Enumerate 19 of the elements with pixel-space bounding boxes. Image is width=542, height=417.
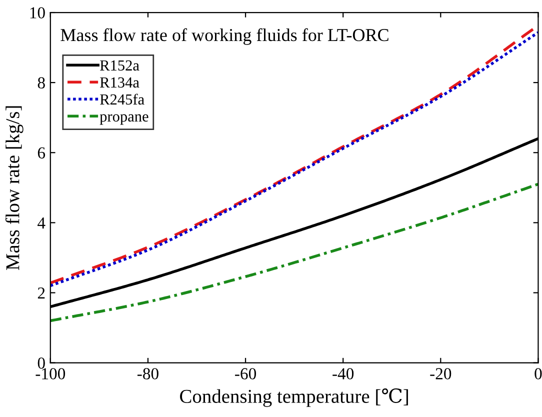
x-tick-label: -100 (36, 368, 66, 380)
legend-label: propane (100, 114, 148, 125)
y-tick-label: 4 (38, 217, 46, 228)
x-tick-label: -40 (332, 368, 354, 380)
y-tick-label: 2 (38, 287, 45, 299)
x-tick-label: 0 (534, 368, 542, 380)
y-tick-label: 10 (30, 7, 45, 18)
x-tick-label: -60 (235, 368, 256, 380)
x-axis-title: Condensing temperature [℃] (180, 388, 408, 407)
legend-label: R152a (100, 60, 140, 71)
text: Mass flow rate of working fluids for LT-ORC (60, 28, 388, 45)
x-tick-label: -20 (430, 368, 452, 380)
y-tick-label: 6 (38, 147, 46, 159)
y-axis-title: Mass flow rate [kg/s] (5, 106, 24, 270)
y-tick-label: 0 (38, 357, 45, 369)
legend-label: R245fa (100, 94, 144, 105)
y-tick-label: 8 (38, 77, 45, 89)
legend-label: R134a (100, 77, 140, 88)
x-tick-label: -80 (137, 368, 158, 380)
